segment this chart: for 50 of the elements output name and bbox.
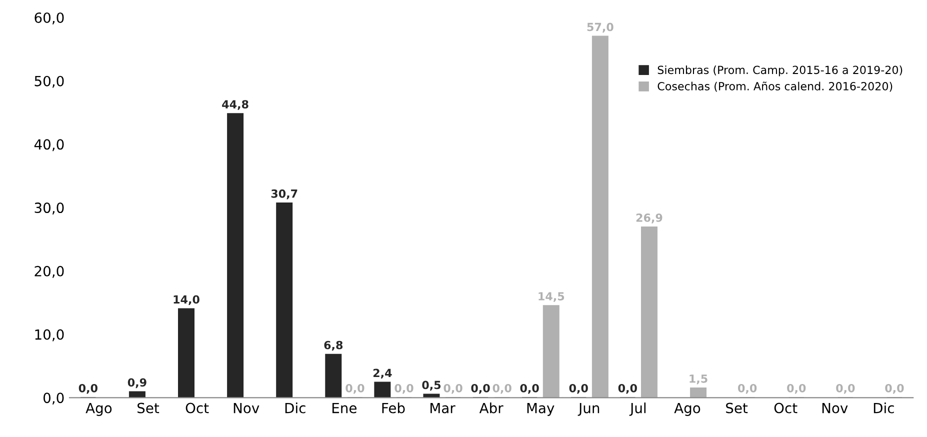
data-label: 0,9 <box>128 378 146 388</box>
y-tick-label: 30,0 <box>34 202 64 214</box>
y-tick-label: 0,0 <box>43 392 64 405</box>
data-label: 0,0 <box>394 384 414 394</box>
x-tick-label: Oct <box>186 402 209 414</box>
x-tick-label: Jul <box>629 402 646 416</box>
x-tick-label: Feb <box>382 402 405 414</box>
legend-label: Cosechas (Prom. Años calend. 2016-2020) <box>658 82 892 92</box>
data-label: 30,7 <box>271 189 298 200</box>
data-label: 44,8 <box>222 100 248 110</box>
y-tick-label: 50,0 <box>34 76 64 88</box>
x-tick-label: Oct <box>774 402 798 414</box>
data-label: 14,5 <box>538 292 564 302</box>
x-tick-label: Set <box>138 402 160 414</box>
data-label: 0,0 <box>885 384 904 394</box>
data-label: 0,5 <box>422 380 441 391</box>
data-label: 57,0 <box>587 22 614 33</box>
data-label: 0,0 <box>520 384 539 394</box>
data-label: 14,0 <box>174 295 200 306</box>
y-tick-label: 40,0 <box>34 139 64 152</box>
x-tick-label: Ene <box>332 402 356 414</box>
x-tick-label: Abr <box>479 402 504 414</box>
y-tick-label: 10,0 <box>35 329 64 342</box>
data-label: 0,0 <box>569 384 588 394</box>
y-tick-label: 60,0 <box>34 12 64 24</box>
data-label: 2,4 <box>373 368 392 379</box>
data-label: 0,0 <box>492 384 512 394</box>
data-label: 6,8 <box>324 340 343 351</box>
data-label: 26,9 <box>636 213 662 224</box>
data-label: 0,0 <box>78 384 98 394</box>
x-tick-label: Jun <box>578 402 600 416</box>
data-label: 0,0 <box>471 384 490 394</box>
x-tick-label: Nov <box>234 402 260 414</box>
x-tick-label: Dic <box>285 402 306 414</box>
data-label: 0,0 <box>444 384 462 394</box>
x-tick-label: Ago <box>86 402 112 416</box>
x-tick-label: Mar <box>430 402 456 414</box>
y-tick-label: 20,0 <box>34 266 64 278</box>
x-tick-label: Dic <box>874 402 894 414</box>
x-tick-label: Ago <box>674 402 700 416</box>
data-label: 1,5 <box>690 374 708 384</box>
x-tick-label: Nov <box>822 402 848 414</box>
data-label: 0,0 <box>787 384 806 394</box>
data-label: 0,0 <box>346 384 364 394</box>
data-label: 0,0 <box>836 384 855 394</box>
data-label: 0,0 <box>738 384 757 394</box>
x-tick-label: May <box>527 402 554 416</box>
x-tick-label: Set <box>726 402 748 414</box>
legend-label: Siembras (Prom. Camp. 2015-16 a 2019-20) <box>658 66 902 76</box>
data-label: 0,0 <box>618 384 637 394</box>
